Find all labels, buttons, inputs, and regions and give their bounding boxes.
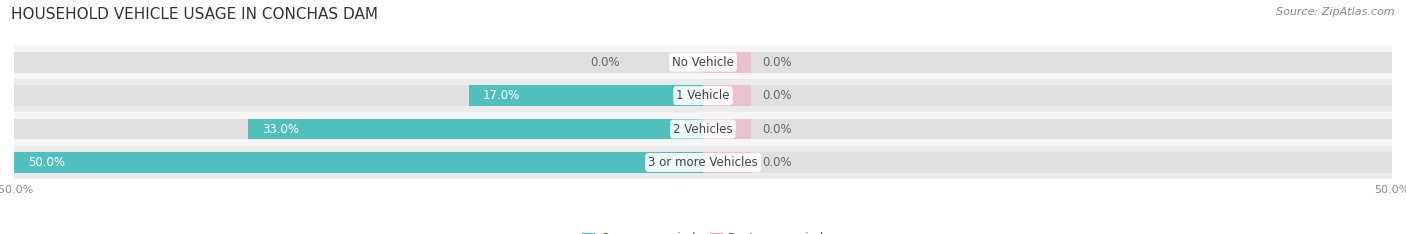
Bar bbox=[14, 85, 703, 106]
Bar bbox=[14, 152, 703, 173]
Text: 17.0%: 17.0% bbox=[482, 89, 520, 102]
Legend: Owner-occupied, Renter-occupied: Owner-occupied, Renter-occupied bbox=[578, 227, 828, 234]
Text: 1 Vehicle: 1 Vehicle bbox=[676, 89, 730, 102]
Bar bbox=[14, 79, 1392, 112]
Bar bbox=[703, 152, 1392, 173]
Bar bbox=[703, 152, 751, 173]
Bar bbox=[14, 119, 703, 139]
Bar bbox=[703, 119, 1392, 139]
Bar bbox=[14, 152, 703, 173]
Bar bbox=[249, 119, 703, 139]
Text: 0.0%: 0.0% bbox=[762, 123, 792, 135]
Text: 0.0%: 0.0% bbox=[762, 156, 792, 169]
Text: 33.0%: 33.0% bbox=[262, 123, 299, 135]
Text: Source: ZipAtlas.com: Source: ZipAtlas.com bbox=[1277, 7, 1395, 17]
Text: HOUSEHOLD VEHICLE USAGE IN CONCHAS DAM: HOUSEHOLD VEHICLE USAGE IN CONCHAS DAM bbox=[11, 7, 378, 22]
Bar bbox=[703, 52, 1392, 73]
Bar bbox=[703, 119, 751, 139]
Bar bbox=[14, 45, 1392, 79]
Bar bbox=[14, 52, 703, 73]
Text: 0.0%: 0.0% bbox=[762, 89, 792, 102]
Bar bbox=[468, 85, 703, 106]
Bar bbox=[703, 85, 751, 106]
Bar bbox=[703, 85, 1392, 106]
Text: 0.0%: 0.0% bbox=[591, 56, 620, 69]
Bar bbox=[14, 146, 1392, 179]
Text: 0.0%: 0.0% bbox=[762, 56, 792, 69]
Bar bbox=[14, 112, 1392, 146]
Text: 3 or more Vehicles: 3 or more Vehicles bbox=[648, 156, 758, 169]
Text: No Vehicle: No Vehicle bbox=[672, 56, 734, 69]
Text: 2 Vehicles: 2 Vehicles bbox=[673, 123, 733, 135]
Bar bbox=[703, 52, 751, 73]
Text: 50.0%: 50.0% bbox=[28, 156, 65, 169]
